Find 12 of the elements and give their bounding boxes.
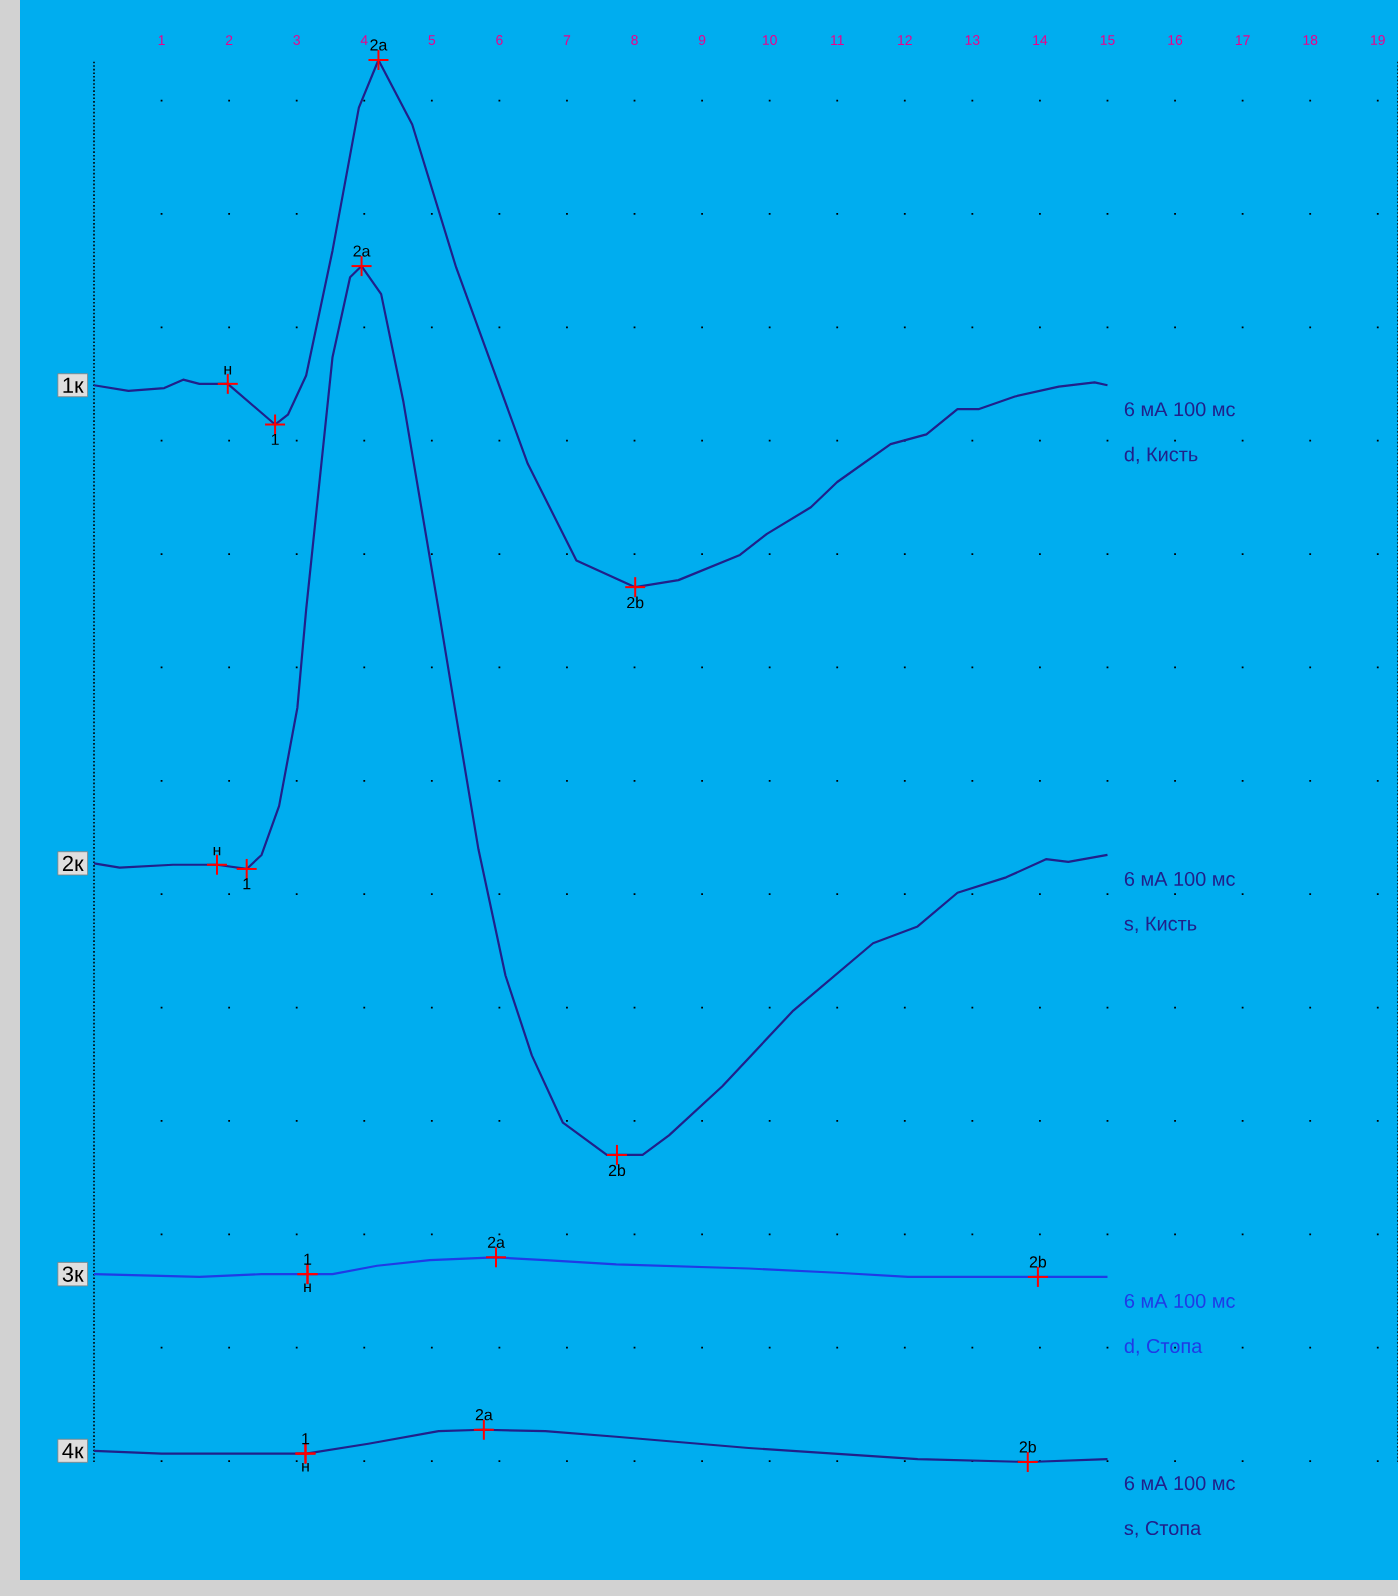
text: 6 мА 100 мс <box>1124 1476 1235 1491</box>
series-label: 4к <box>62 1443 84 1459</box>
series-label: 2к <box>62 855 84 871</box>
series-label: 1к <box>63 377 84 393</box>
series-label: 3к <box>62 1266 84 1282</box>
annotation: 6 мА 100 мс <box>1124 871 1235 886</box>
annotation: 6 мА 100 мс <box>1124 1293 1235 1308</box>
annotation: d, Кисть <box>1124 446 1198 464</box>
annotation: 6 мА 100 мс <box>1124 402 1235 417</box>
annotation: s, Кисть <box>1124 916 1197 934</box>
text: s, Стопа <box>1124 1520 1202 1538</box>
annotation: d, Стопа <box>1124 1338 1203 1356</box>
